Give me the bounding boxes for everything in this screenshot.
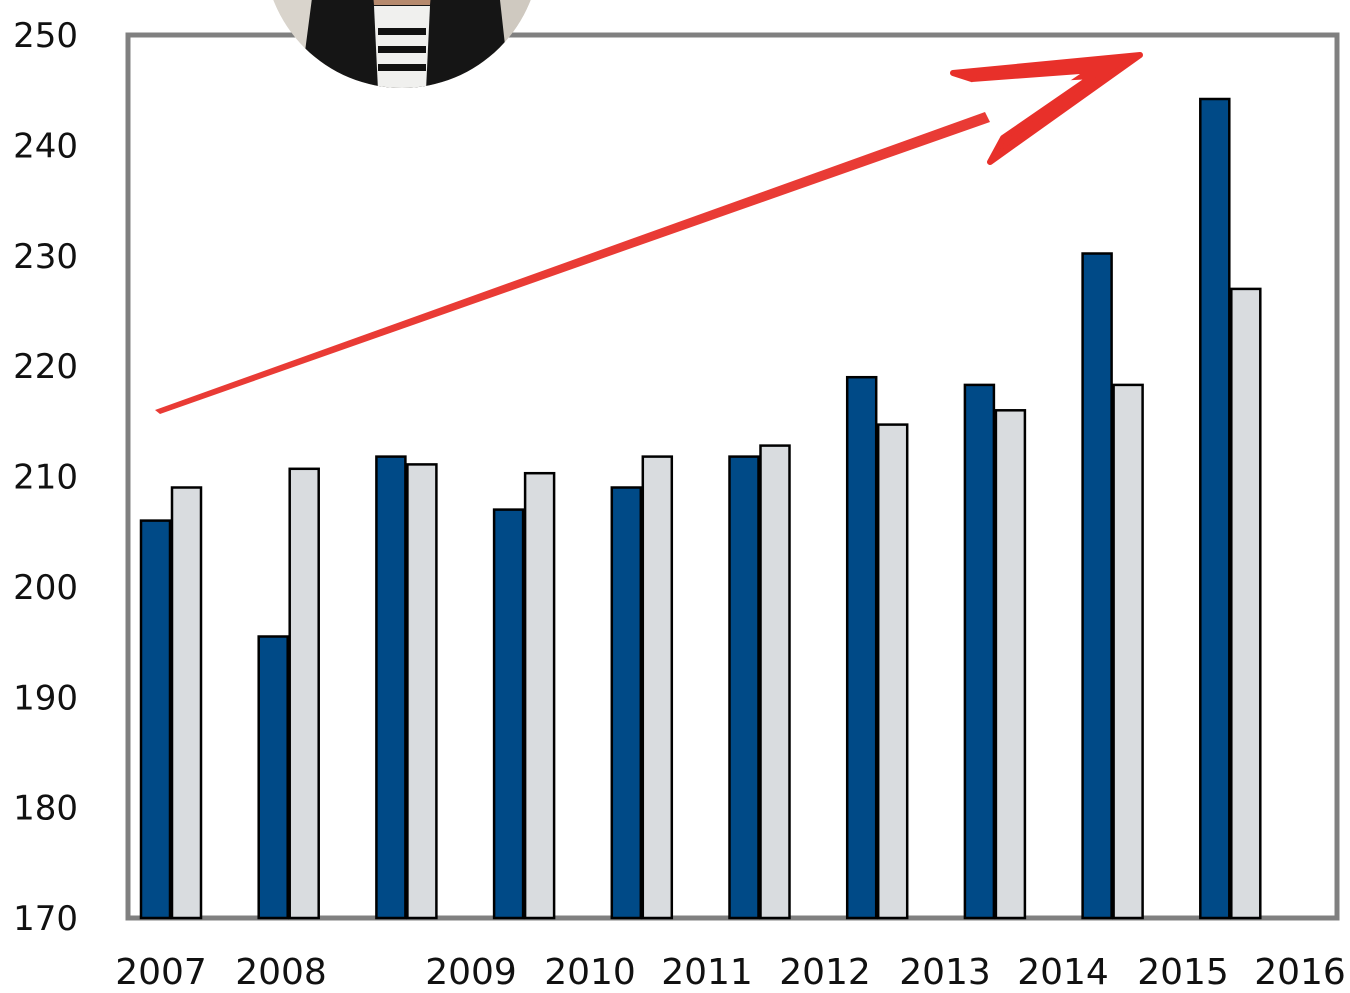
x-tick-label: 2011 — [661, 952, 753, 989]
bar-series-1-group-3 — [375, 455, 407, 920]
bar-series-2-group-5 — [641, 455, 674, 920]
bar-series-2-group-6 — [759, 444, 791, 920]
bars-group — [139, 97, 1262, 920]
y-axis-tick-labels: 170 180 190 200 210 220 230 240 250 — [13, 16, 78, 939]
bar-series-2-group-4 — [523, 471, 556, 920]
bar-series-1-group-6 — [728, 455, 760, 920]
y-tick-label: 190 — [13, 678, 78, 718]
x-tick-label: 2014 — [1017, 952, 1109, 989]
bar-series-1-group-5 — [610, 486, 643, 920]
y-tick-label: 180 — [13, 789, 78, 829]
x-axis-tick-labels: 2007 2008 2009 2010 2011 2012 2013 2014 2015 2016 — [115, 952, 1346, 993]
x-tick-label: 2015 — [1137, 952, 1229, 989]
trend-arrow — [155, 52, 1143, 414]
bar-series-2-group-1 — [170, 486, 203, 920]
y-tick-label: 240 — [13, 126, 78, 166]
y-tick-label: 200 — [13, 568, 78, 608]
bar-series-1-group-1 — [139, 519, 172, 920]
x-tick-label: 2016 — [1254, 952, 1346, 989]
bar-series-1-group-7 — [845, 375, 878, 920]
bar-series-2-group-2 — [288, 467, 320, 920]
y-tick-label: 230 — [13, 237, 78, 277]
y-tick-label: 220 — [13, 347, 78, 387]
y-tick-label: 250 — [13, 16, 78, 56]
trend-arrow-head — [950, 52, 1143, 165]
x-tick-label: 2007 — [115, 952, 207, 989]
bar-series-1-group-4 — [492, 508, 525, 920]
bar-series-1-group-9 — [1081, 252, 1113, 920]
trend-arrow-shaft — [155, 112, 990, 414]
x-tick-label: 2013 — [899, 952, 991, 989]
bar-series-2-group-3 — [406, 463, 438, 920]
y-tick-label: 210 — [13, 458, 78, 498]
bar-series-2-group-10 — [1230, 287, 1262, 920]
bar-series-2-group-8 — [994, 409, 1027, 920]
y-tick-label: 170 — [13, 899, 78, 939]
bar-series-1-group-10 — [1199, 97, 1231, 920]
bar-series-2-group-7 — [876, 423, 909, 920]
bar-series-1-group-8 — [963, 383, 996, 920]
x-tick-label: 2008 — [235, 952, 327, 989]
trend-arrow-head-inner — [972, 74, 1080, 128]
bar-series-2-group-9 — [1112, 383, 1144, 920]
x-tick-label: 2010 — [544, 952, 636, 989]
portrait-photo — [264, 0, 540, 88]
bar-series-1-group-2 — [257, 635, 289, 920]
x-tick-label: 2012 — [779, 952, 871, 989]
x-tick-label: 2009 — [425, 952, 517, 989]
